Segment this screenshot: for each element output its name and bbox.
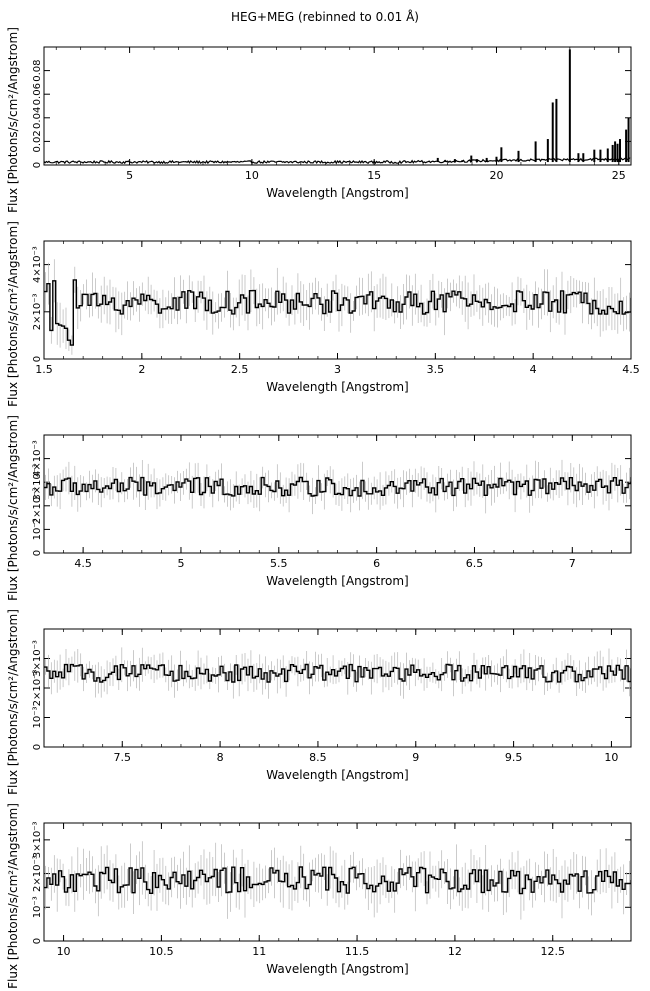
y-tick-label: 0.08 (32, 59, 43, 81)
plot-frame (44, 47, 631, 165)
x-axis-label: Wavelength [Angstrom] (266, 186, 408, 200)
spectrum-data (44, 841, 634, 919)
y-tick-label: 0.04 (32, 107, 43, 129)
y-tick-label: 0 (32, 356, 43, 362)
y-tick-label: 2×10⁻³ (32, 855, 43, 892)
y-tick-label: 0.06 (32, 83, 43, 105)
x-axis-label: Wavelength [Angstrom] (266, 768, 408, 782)
error-bars (46, 647, 633, 698)
y-axis-label: Flux [Photons/s/cm²/Angstrom] (6, 803, 20, 989)
y-tick-label: 3×10⁻³ (32, 821, 43, 858)
x-tick-label: 8 (217, 751, 224, 764)
x-tick-label: 10 (57, 945, 71, 958)
chart-panel-2: 1.5 2 2.5 3 3.5 4 4.5 0 2×10⁻³ 4×10⁻³ Wavelength [… (6, 221, 640, 407)
x-tick-label: 4 (530, 363, 537, 376)
y-tick-label: 0 (32, 938, 43, 944)
chart-panel-5: 10 10.5 11 11.5 12 12.5 0 10⁻³ 2×10⁻³3×10⁻³ Wavel… (6, 803, 634, 989)
x-tick-label: 6 (373, 557, 380, 570)
chart-panel-3: 4.5 5 5.5 6 6.5 7010⁻³2×10⁻³3×10⁻³4×10⁻³Wavel… (6, 415, 637, 601)
y-tick-label: 10⁻³ (32, 896, 43, 918)
x-tick-label: 12.5 (540, 945, 565, 958)
x-tick-label: 15 (367, 169, 381, 182)
error-bars (46, 259, 633, 355)
spectrum-data (44, 647, 634, 698)
x-tick-label: 20 (489, 169, 503, 182)
x-tick-label: 5 (126, 169, 133, 182)
x-tick-label: 4.5 (622, 363, 640, 376)
y-tick-label: 0 (32, 162, 43, 168)
y-tick-label: 0.02 (32, 130, 43, 152)
x-tick-label: 3.5 (427, 363, 445, 376)
spectrum-histogram (44, 478, 637, 497)
x-tick-label: 10.5 (149, 945, 174, 958)
x-axis-label: Wavelength [Angstrom] (266, 962, 408, 976)
y-axis-label: Flux [Photons/s/cm²/Angstrom] (6, 27, 20, 213)
y-tick-label: 10⁻³ (32, 706, 43, 728)
spectrum-data (44, 259, 634, 355)
plot-frame (44, 629, 631, 747)
chart-panel-4: 7.5 8 8.5 9 9.5 10010⁻³2×10⁻³3×10⁻³Wavelength… (6, 609, 634, 795)
y-tick-label: 4×10⁻³ (32, 246, 43, 283)
y-tick-label: 0 (32, 744, 43, 750)
x-tick-label: 9 (412, 751, 419, 764)
x-tick-label: 9.5 (505, 751, 523, 764)
x-tick-label: 1.5 (35, 363, 53, 376)
spectrum-continuum (44, 158, 630, 164)
x-tick-label: 11.5 (345, 945, 370, 958)
x-axis-label: Wavelength [Angstrom] (266, 380, 408, 394)
y-tick-label: 3×10⁻³ (32, 640, 43, 677)
x-tick-label: 4.5 (74, 557, 92, 570)
x-tick-label: 3 (334, 363, 341, 376)
spectrum-data (44, 460, 637, 514)
x-tick-label: 25 (612, 169, 626, 182)
x-tick-label: 10 (604, 751, 618, 764)
x-tick-label: 5.5 (270, 557, 288, 570)
x-tick-label: 2.5 (231, 363, 249, 376)
y-tick-label: 0 (32, 550, 43, 556)
chart-panel-1: 5 10 15 20 25 0 0.020.04 0.06 0.08 Wavelength [An… (6, 27, 631, 213)
y-axis-label: Flux [Photons/s/cm²/Angstrom] (6, 221, 20, 407)
y-tick-label: 4×10⁻³ (32, 440, 43, 477)
y-axis-label: Flux [Photons/s/cm²/Angstrom] (6, 415, 20, 601)
spectrum-data (44, 49, 630, 163)
y-tick-label: 2×10⁻³ (32, 293, 43, 330)
x-axis-label: Wavelength [Angstrom] (266, 574, 408, 588)
x-tick-label: 8.5 (309, 751, 327, 764)
x-tick-label: 2 (138, 363, 145, 376)
error-bars (46, 841, 633, 919)
x-tick-label: 11 (252, 945, 266, 958)
x-tick-label: 6.5 (466, 557, 484, 570)
x-tick-label: 10 (245, 169, 259, 182)
y-axis-label: Flux [Photons/s/cm²/Angstrom] (6, 609, 20, 795)
x-tick-label: 5 (177, 557, 184, 570)
x-tick-label: 12 (448, 945, 462, 958)
x-tick-label: 7.5 (114, 751, 132, 764)
error-bars (46, 460, 636, 514)
x-tick-label: 7 (569, 557, 576, 570)
